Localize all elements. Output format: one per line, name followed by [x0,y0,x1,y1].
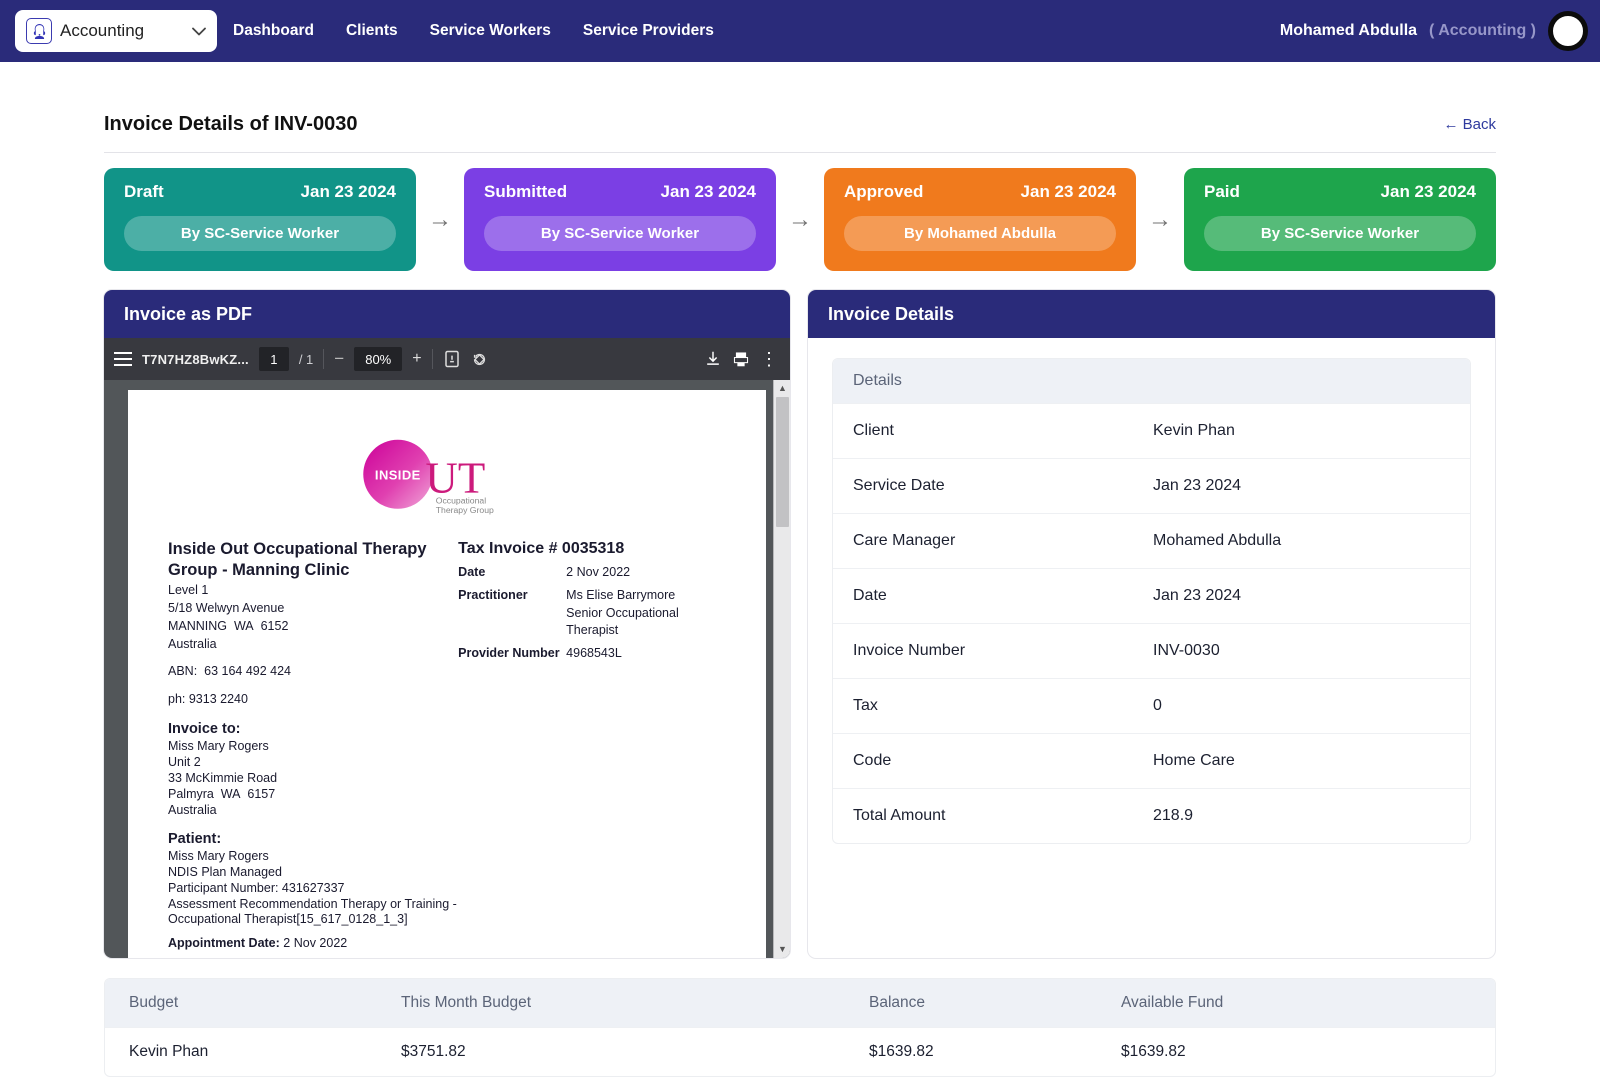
svg-text:Occupational: Occupational [436,496,486,506]
svg-text:Therapy Group: Therapy Group [436,505,494,515]
svg-text:INSIDE: INSIDE [375,467,421,482]
